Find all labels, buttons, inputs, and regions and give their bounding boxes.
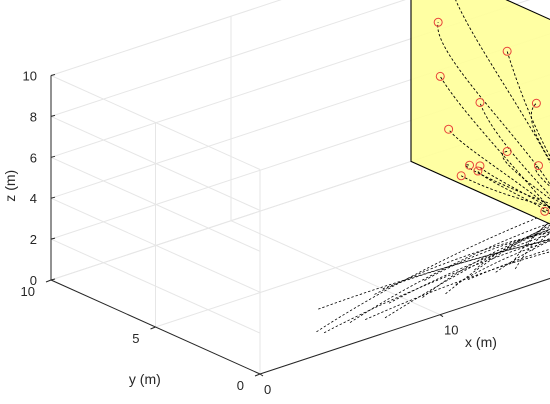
- trajectory-line: [514, 228, 550, 270]
- plane-trajectory-line: [541, 210, 550, 214]
- z-tick: [50, 278, 56, 281]
- trajectory-line: [388, 233, 550, 304]
- trajectory-line: [467, 248, 550, 281]
- grid-line: [50, 0, 406, 117]
- y-tick: [150, 326, 156, 330]
- plane-x-20: [410, 0, 550, 225]
- trajectory-line: [445, 225, 550, 295]
- trajectory-line: [318, 239, 550, 310]
- marker-point: [473, 166, 483, 176]
- z-tick-label: 10: [23, 69, 37, 84]
- trajectory-line: [495, 240, 550, 273]
- tick-labels: 010203005100246810: [21, 69, 459, 398]
- plane-trajectory-line: [530, 102, 550, 162]
- trajectory-line: [511, 221, 550, 264]
- x-tick-label: 10: [444, 323, 458, 338]
- x-tick: [439, 314, 444, 318]
- marker-point: [502, 146, 512, 156]
- grid-line: [155, 196, 550, 328]
- marker-point: [540, 206, 550, 216]
- trajectory-line: [374, 231, 550, 295]
- z-tick-label: 4: [30, 191, 37, 206]
- x-tick: [259, 373, 264, 377]
- y-tick-label: 5: [132, 331, 139, 346]
- trajectory-line: [382, 239, 550, 290]
- z-tick: [50, 74, 56, 76]
- z-tick-label: 2: [30, 232, 37, 247]
- plane-trajectory-line: [437, 22, 550, 186]
- trajectory-lines: [316, 212, 550, 334]
- plane-trajectory-line: [477, 170, 550, 213]
- marker-point: [433, 17, 443, 27]
- marker-point: [475, 97, 485, 107]
- z-tick: [50, 237, 56, 240]
- marker-point: [533, 161, 543, 171]
- marker-point: [502, 46, 512, 56]
- z-tick: [50, 196, 56, 199]
- grid-line: [50, 0, 282, 76]
- grid-line: [50, 238, 261, 334]
- plane-trajectory-lines: [437, 0, 550, 214]
- trajectory-line: [455, 240, 550, 285]
- trajectory-line: [316, 212, 550, 333]
- trajectory-line: [531, 232, 550, 251]
- trajectory-line: [384, 228, 550, 319]
- trajectory-line: [323, 238, 550, 334]
- marker-points: [433, 17, 550, 216]
- trajectory-line: [424, 231, 550, 281]
- target-plane: [410, 0, 550, 225]
- trajectory-line: [349, 222, 550, 323]
- marker-point: [456, 171, 466, 181]
- z-tick: [50, 114, 56, 117]
- x-tick-label: 0: [264, 382, 271, 397]
- axes-box: [45, 74, 550, 377]
- trajectory-line: [422, 229, 550, 298]
- marker-point: [531, 98, 541, 108]
- plane-trajectory-line: [465, 164, 550, 205]
- z-axis-title: z (m): [2, 170, 18, 202]
- y-tick-label: 10: [21, 284, 35, 299]
- plane-trajectory-line: [506, 51, 550, 158]
- plane-trajectory-line: [479, 102, 550, 196]
- plane-trajectory-line: [455, 0, 550, 164]
- y-tick-label: 0: [237, 378, 244, 393]
- grid-line: [259, 277, 550, 375]
- y-tick: [45, 279, 52, 283]
- trajectory-line: [474, 226, 550, 271]
- plane-trajectory-line: [460, 175, 550, 208]
- marker-point: [465, 160, 475, 170]
- marker-point: [435, 71, 445, 81]
- plane-trajectory-line: [439, 76, 550, 210]
- trajectory-line: [527, 221, 550, 246]
- marker-point: [444, 124, 454, 134]
- x-axis-title: x (m): [465, 334, 497, 350]
- y-axis-title: y (m): [129, 371, 161, 387]
- z-tick-label: 8: [30, 109, 37, 124]
- y-tick: [254, 373, 261, 377]
- x-axis-line: [259, 277, 550, 375]
- z-tick: [50, 155, 56, 158]
- z-tick-label: 6: [30, 150, 37, 165]
- z-tick-label: 0: [30, 273, 37, 288]
- marker-point: [475, 161, 485, 171]
- plane-trajectory-line: [502, 151, 550, 200]
- trajectory-line: [365, 251, 550, 320]
